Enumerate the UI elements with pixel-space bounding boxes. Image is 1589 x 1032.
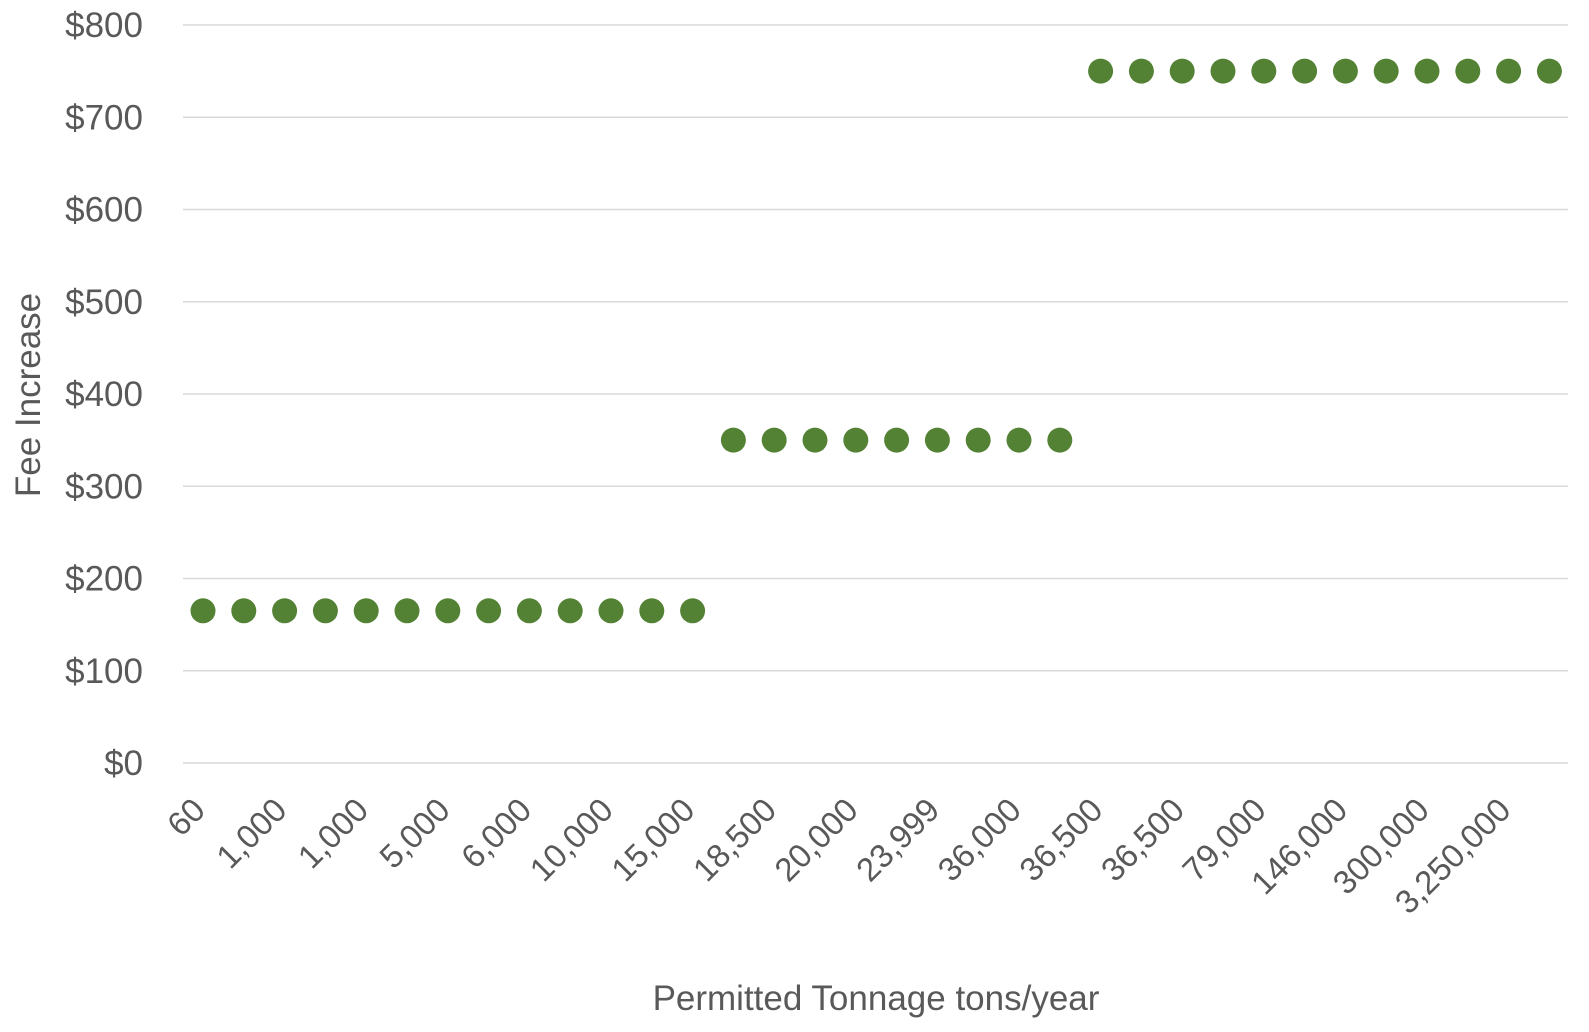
data-point	[1496, 58, 1522, 84]
data-point	[965, 427, 991, 453]
data-point	[1047, 427, 1073, 453]
x-tick-label: 1,000	[291, 791, 376, 876]
data-point	[272, 598, 298, 624]
gridlines	[183, 24, 1568, 764]
y-tick-label: $400	[65, 375, 143, 414]
x-tick-label: 36,500	[1094, 791, 1192, 889]
data-point	[761, 427, 787, 453]
data-point	[1332, 58, 1358, 84]
y-tick-label: $100	[65, 652, 143, 691]
x-tick-label: 36,000	[930, 791, 1028, 889]
x-tick-label: 20,000	[767, 791, 865, 889]
data-point	[1210, 58, 1236, 84]
x-tick-label: 60	[160, 791, 212, 843]
data-point	[598, 598, 624, 624]
x-tick-label: 5,000	[372, 791, 457, 876]
x-tick-label: 36,500	[1012, 791, 1110, 889]
data-point	[1455, 58, 1481, 84]
data-point	[1536, 58, 1562, 84]
data-point	[312, 598, 338, 624]
data-point	[476, 598, 502, 624]
x-tick-label: 10,000	[522, 791, 620, 889]
y-tick-label: $0	[104, 744, 143, 783]
x-tick-label: 18,500	[686, 791, 784, 889]
x-axis-title: Permitted Tonnage tons/year	[653, 979, 1100, 1018]
data-point	[1414, 58, 1440, 84]
data-point	[802, 427, 828, 453]
x-tick-label: 1,000	[209, 791, 294, 876]
data-points	[190, 58, 1562, 624]
data-point	[1006, 427, 1032, 453]
data-point	[884, 427, 910, 453]
y-axis-title: Fee Increase	[9, 293, 48, 497]
data-point	[435, 598, 461, 624]
data-point	[190, 598, 216, 624]
y-tick-label: $700	[65, 98, 143, 137]
x-axis-ticks: 601,0001,0005,0006,00010,00015,00018,500…	[160, 791, 1518, 921]
data-point	[394, 598, 420, 624]
data-point	[516, 598, 542, 624]
y-tick-label: $200	[65, 560, 143, 599]
x-tick-label: 15,000	[604, 791, 702, 889]
data-point	[231, 598, 257, 624]
y-tick-label: $600	[65, 191, 143, 230]
data-point	[353, 598, 379, 624]
y-tick-label: $800	[65, 6, 143, 45]
data-point	[1169, 58, 1195, 84]
y-tick-label: $300	[65, 467, 143, 506]
data-point	[557, 598, 583, 624]
y-tick-label: $500	[65, 283, 143, 322]
data-point	[843, 427, 869, 453]
y-axis-ticks: $0 $100 $200 $300 $400 $500 $600 $700 $800	[65, 6, 143, 783]
data-point	[1292, 58, 1318, 84]
x-tick-label: 23,999	[849, 791, 947, 889]
data-point	[1128, 58, 1154, 84]
data-point	[639, 598, 665, 624]
data-point	[720, 427, 746, 453]
data-point	[1373, 58, 1399, 84]
data-point	[1088, 58, 1114, 84]
data-point	[1251, 58, 1277, 84]
data-point	[680, 598, 706, 624]
data-point	[924, 427, 950, 453]
